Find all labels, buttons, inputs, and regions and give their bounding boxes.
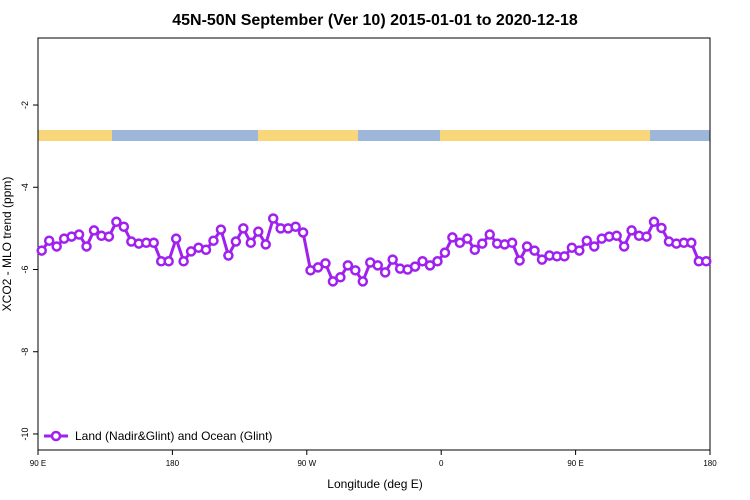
point <box>484 229 495 240</box>
point <box>36 245 47 256</box>
point <box>641 231 652 242</box>
point <box>350 265 361 276</box>
point <box>477 238 488 249</box>
x-tick-label: 90 E <box>30 459 46 468</box>
point <box>260 239 271 250</box>
point <box>372 260 383 271</box>
x-tick-label: 0 <box>439 459 444 468</box>
point <box>88 225 100 236</box>
y-tick-label: -4 <box>20 183 30 191</box>
point <box>170 233 182 244</box>
x-tick-label: 90 W <box>297 459 316 468</box>
point <box>439 247 451 258</box>
x-tick-label: 180 <box>703 459 717 468</box>
point <box>200 244 212 256</box>
point <box>208 235 219 246</box>
point <box>454 237 466 249</box>
x-axis-label: Longitude (deg E) <box>327 477 422 491</box>
x-tick-label: 180 <box>166 459 180 468</box>
point <box>111 216 122 228</box>
point <box>559 251 570 262</box>
point <box>514 255 525 266</box>
point <box>357 276 369 287</box>
point <box>312 262 324 273</box>
point <box>81 241 92 252</box>
point <box>469 244 481 256</box>
point <box>409 261 421 272</box>
point <box>297 227 309 238</box>
point <box>529 245 540 256</box>
point <box>447 232 458 243</box>
point <box>618 241 630 252</box>
point <box>230 236 242 247</box>
series-line <box>40 215 707 285</box>
point <box>238 223 249 234</box>
point <box>424 260 436 271</box>
point <box>379 267 391 278</box>
point <box>701 256 712 267</box>
y-tick-label: -8 <box>20 348 30 356</box>
point <box>178 256 189 267</box>
point <box>387 254 398 265</box>
point <box>611 230 622 242</box>
point <box>574 245 585 256</box>
y-tick-label: -10 <box>20 427 30 440</box>
point <box>148 237 159 249</box>
point <box>656 222 667 234</box>
point <box>51 241 62 252</box>
point <box>342 260 354 271</box>
y-tick-label: -6 <box>20 265 30 273</box>
point <box>626 225 637 236</box>
point <box>43 235 55 246</box>
point <box>432 256 443 267</box>
legend-label: Land (Nadir&Glint) and Ocean (Glint) <box>75 429 272 443</box>
chart-title: 45N-50N September (Ver 10) 2015-01-01 to… <box>172 12 578 29</box>
point <box>335 272 346 283</box>
point <box>253 226 264 237</box>
x-tick-label: 90 E <box>567 459 583 468</box>
point <box>163 256 174 267</box>
point <box>118 221 130 232</box>
point <box>215 224 227 235</box>
point <box>686 237 697 249</box>
point <box>320 258 331 269</box>
point <box>73 229 85 240</box>
point <box>462 233 473 244</box>
point <box>327 276 339 287</box>
point <box>536 254 548 265</box>
point <box>223 250 234 261</box>
point <box>267 213 279 224</box>
point <box>417 256 428 267</box>
point <box>648 216 660 228</box>
plot-frame <box>37 37 711 451</box>
point <box>290 221 301 232</box>
point <box>506 237 518 249</box>
point <box>521 241 533 252</box>
point <box>103 231 115 242</box>
land-ocean-strip <box>38 130 710 141</box>
y-axis-label: XCO2 - MLO trend (ppm) <box>0 177 14 312</box>
point <box>589 241 600 252</box>
point <box>245 237 257 249</box>
point <box>581 235 593 246</box>
y-tick-label: -2 <box>20 101 30 109</box>
legend-marker <box>50 430 62 442</box>
